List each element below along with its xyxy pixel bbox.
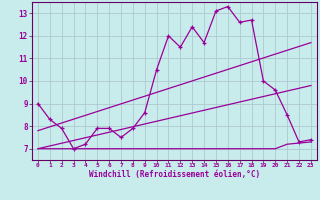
X-axis label: Windchill (Refroidissement éolien,°C): Windchill (Refroidissement éolien,°C) — [89, 170, 260, 179]
